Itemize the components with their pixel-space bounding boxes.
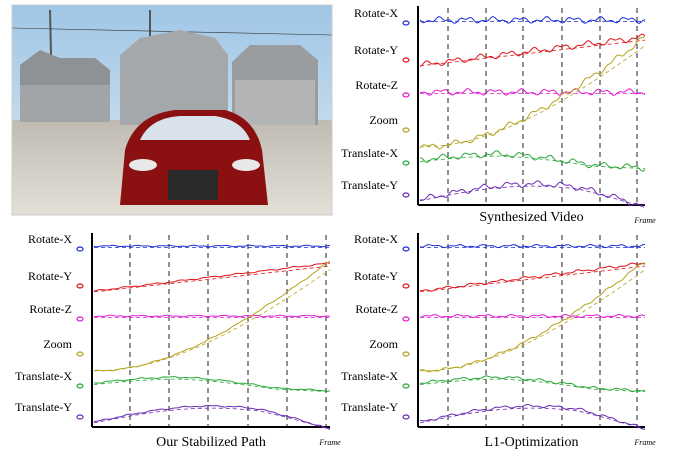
path-curve-dashed [94,266,330,292]
row-label: Rotate-Z [355,302,398,316]
path-curve [94,315,330,317]
row-label: Rotate-Z [355,78,398,92]
caption: Our Stabilized Path [156,435,266,450]
row-marker [77,317,83,321]
row-marker [403,284,409,288]
row-label: Rotate-X [28,232,72,246]
path-curve [420,34,645,66]
row-marker [403,93,409,97]
row-label: Rotate-X [354,232,398,246]
path-curve-dashed [420,379,645,392]
row-marker [403,193,409,197]
path-curve [94,245,330,247]
row-label: Translate-Y [15,400,72,414]
plot-panel: L1-Optimization Frame Rotate-X Rotate-Y Rota… [341,232,656,450]
row-label: Translate-Y [341,178,398,192]
row-marker [403,128,409,132]
row-label: Translate-Y [341,400,398,414]
plot-panel: Synthesized Video Frame Rotate-X Rotate-Y Ro… [341,6,656,225]
path-curve [420,181,645,206]
row-label: Translate-X [341,369,398,383]
row-marker [403,415,409,419]
row-label: Translate-X [15,369,72,383]
row-label: Rotate-Y [354,269,398,283]
path-curve [94,406,330,429]
path-curve [420,376,645,392]
row-marker [77,247,83,251]
row-marker [77,415,83,419]
row-marker [403,247,409,251]
scene-image [12,5,332,215]
row-label: Zoom [43,337,72,351]
plot-panel: Our Stabilized Path Frame Rotate-X Rotate-Y… [15,232,341,450]
row-marker [403,317,409,321]
path-curve-dashed [420,156,645,169]
row-label: Rotate-X [354,6,398,20]
path-curve-dashed [94,270,330,371]
path-curve [420,151,645,171]
axis-label: Frame [633,438,656,447]
axis-label: Frame [633,216,656,225]
row-marker [403,58,409,62]
path-curve [94,377,330,392]
path-curve-dashed [420,40,645,66]
row-marker [403,21,409,25]
figure: Synthesized Video Frame Rotate-X Rotate-Y Ro… [0,0,676,456]
row-marker [77,284,83,288]
row-label: Zoom [369,113,398,127]
row-marker [403,352,409,356]
row-label: Rotate-Z [29,302,72,316]
caption: Synthesized Video [479,210,583,225]
row-label: Zoom [369,337,398,351]
path-curve [420,89,645,96]
row-marker [77,352,83,356]
row-label: Rotate-Y [354,43,398,57]
row-label: Translate-X [341,146,398,160]
row-label: Rotate-Y [28,269,72,283]
row-marker [77,384,83,388]
axis-label: Frame [318,438,341,447]
row-marker [403,384,409,388]
path-curve-dashed [420,46,645,147]
path-curve-dashed [420,270,645,371]
path-curve [420,17,645,24]
caption: L1-Optimization [484,435,578,450]
row-marker [403,161,409,165]
